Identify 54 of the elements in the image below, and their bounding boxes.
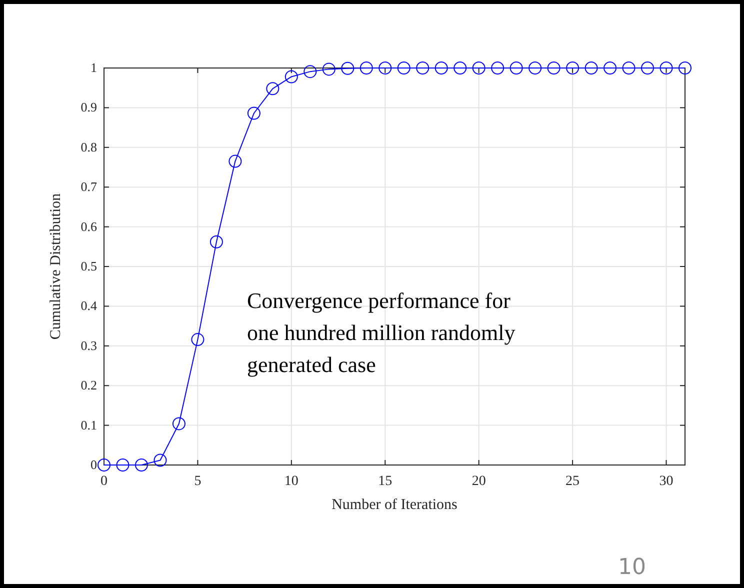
y-tick-label: 0.2 — [80, 378, 97, 393]
y-tick-label: 0.9 — [80, 100, 97, 115]
point — [604, 62, 617, 74]
point — [472, 62, 486, 74]
point — [510, 62, 523, 74]
x-tick-label: 5 — [194, 474, 202, 489]
y-tick-label: 0.8 — [80, 139, 97, 154]
y-tick-label: 0.4 — [80, 298, 98, 314]
point — [528, 62, 542, 74]
point — [416, 62, 430, 74]
x-tick-label: 25 — [566, 474, 580, 489]
y-tick-label: 0.5 — [80, 258, 97, 274]
text: 10 — [618, 555, 646, 580]
point — [397, 62, 410, 74]
point — [284, 70, 298, 84]
point — [247, 106, 260, 120]
annotation: Convergence performance for one hundred million randomly generated case — [247, 288, 516, 377]
point — [191, 333, 204, 346]
point — [304, 65, 317, 78]
x-tick-label: 0 — [100, 474, 108, 489]
point — [172, 417, 186, 430]
y-tick-label: 1 — [90, 60, 97, 75]
point — [491, 62, 504, 74]
point — [566, 62, 580, 74]
x-axis-title: Number of Iterations — [332, 497, 458, 513]
point — [678, 62, 692, 74]
x-tick-label: 15 — [378, 474, 392, 489]
point — [547, 62, 560, 74]
point — [660, 62, 673, 74]
x-tick-label: 20 — [472, 474, 486, 489]
point — [641, 62, 654, 74]
x-tick-label: 30 — [659, 474, 674, 489]
point — [210, 235, 223, 248]
point — [622, 62, 636, 74]
point — [454, 62, 467, 74]
y-tick-label: 0.1 — [80, 417, 97, 432]
point — [116, 458, 130, 472]
point — [228, 154, 242, 168]
y-tick-label: 0.7 — [80, 179, 98, 194]
y-axis-title: Cumulative Distribution — [48, 192, 64, 340]
point — [434, 62, 448, 74]
point — [378, 62, 392, 74]
x-tick-label: 10 — [284, 474, 298, 489]
point — [322, 62, 336, 76]
point — [266, 82, 280, 96]
point — [154, 454, 167, 467]
point — [98, 458, 110, 472]
y-tick-label: 0.6 — [80, 218, 98, 234]
point — [584, 62, 598, 74]
y-tick-label: 0 — [90, 457, 97, 472]
point — [360, 62, 373, 74]
point — [134, 458, 148, 472]
y-tick-label: 0.3 — [80, 338, 97, 353]
point — [341, 62, 354, 75]
